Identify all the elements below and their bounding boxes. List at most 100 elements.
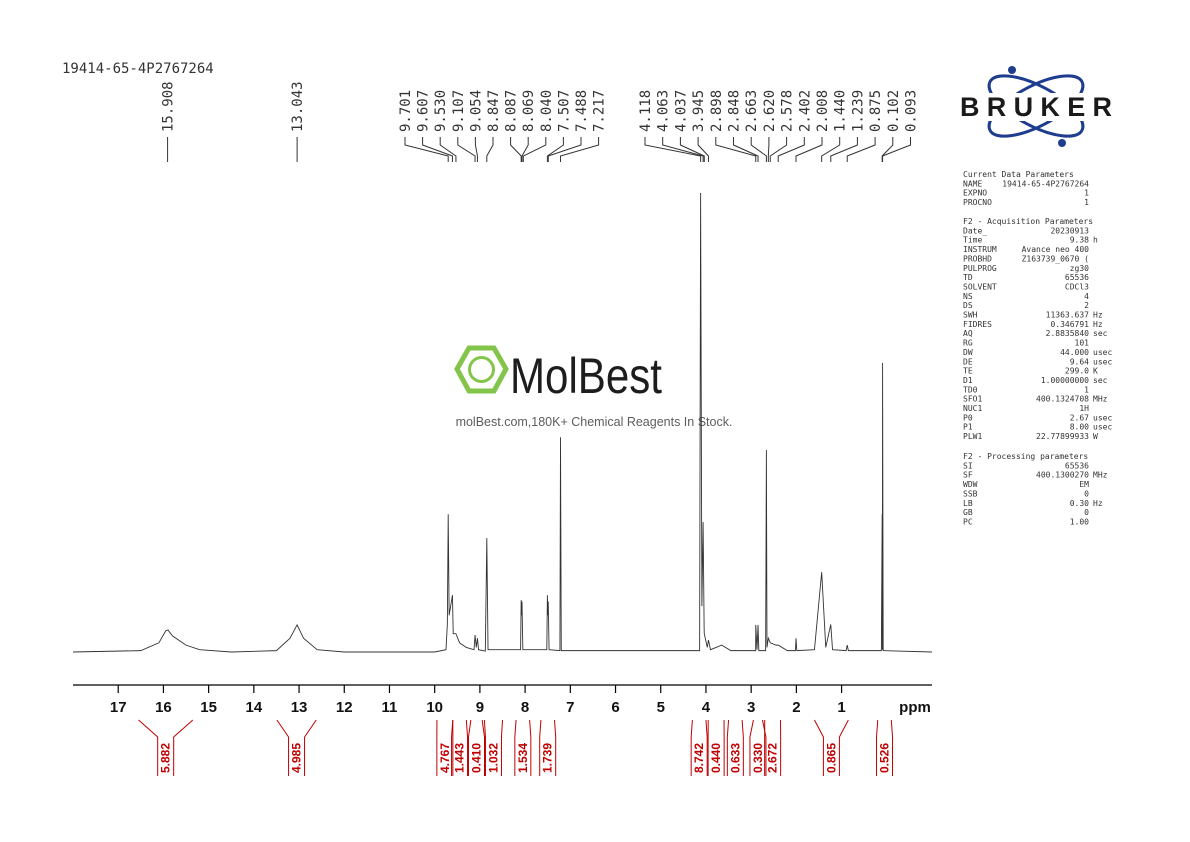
param-section-title: F2 - Acquisition Parameters	[963, 217, 1093, 226]
integral-bracket	[741, 719, 744, 776]
peak-label: 4.063	[656, 90, 672, 132]
integral-label: 5.882	[159, 743, 173, 773]
x-tick-label: 15	[200, 699, 217, 716]
integral-bracket	[276, 719, 290, 776]
peak-connector	[821, 137, 841, 162]
param-value: EM	[1079, 480, 1089, 489]
peak-label: 9.701	[398, 90, 414, 132]
param-value: 65536	[1065, 273, 1089, 282]
logo-dot	[1058, 139, 1066, 147]
spectrum-line	[72, 192, 933, 653]
peak-label: 0.875	[868, 90, 884, 132]
peak-label: 8.040	[539, 90, 555, 132]
param-section-title: Current Data Parameters	[963, 170, 1074, 179]
peak-label: 7.488	[574, 90, 590, 132]
integral-bracket	[705, 719, 708, 776]
logo-band	[958, 93, 1114, 121]
param-name: DS	[963, 301, 973, 310]
bruker-logo: BRUKER	[958, 66, 1114, 147]
watermark-brand: MolBest	[510, 348, 662, 404]
spectrum-chart: 17 16 15 14 13 12 11 10 9 8 7 6 5 4 3 2 1 ppm 15.908 13.043…	[72, 81, 933, 776]
param-value: 0	[1084, 489, 1089, 498]
peak-connector	[560, 137, 600, 162]
param-value: 1.00000000	[1041, 376, 1089, 385]
integral-bracket	[138, 719, 159, 776]
integral-bracket	[483, 719, 486, 776]
integral-label: 1.739	[541, 743, 555, 773]
param-name: SSB	[963, 489, 978, 498]
param-name: Date_	[963, 226, 987, 235]
integral-bracket	[890, 719, 894, 776]
param-name: PULPROG	[963, 264, 997, 273]
integral-bracket	[539, 719, 542, 776]
peak-label: 15.908	[161, 81, 177, 132]
x-tick-label: 16	[155, 699, 172, 716]
param-value: 11363.637	[1046, 311, 1090, 320]
param-name: D1	[963, 376, 973, 385]
param-value: 65536	[1065, 461, 1089, 470]
peak-connector	[404, 137, 449, 162]
peak-label: 2.848	[727, 90, 743, 132]
param-name: RG	[963, 339, 973, 348]
param-unit: W	[1093, 432, 1098, 441]
peak-label: 8.087	[504, 90, 520, 132]
peak-label: 4.037	[673, 90, 689, 132]
param-name: TD0	[963, 385, 978, 394]
param-value: 20230913	[1050, 226, 1089, 235]
peak-connector	[439, 137, 457, 162]
peak-label: 13.043	[290, 81, 306, 132]
peak-connector	[846, 137, 876, 162]
param-name: SOLVENT	[963, 282, 997, 291]
param-name: P1	[963, 423, 973, 432]
param-value: 101	[1075, 339, 1090, 348]
param-name: WDW	[963, 480, 978, 489]
peak-label: 9.530	[433, 90, 449, 132]
param-name: EXPNO	[963, 189, 987, 198]
peak-label: 2.578	[780, 90, 796, 132]
param-name: FIDRES	[963, 320, 992, 329]
integral-bracket	[514, 719, 517, 776]
param-unit: MHz	[1093, 471, 1108, 480]
integral-label: 8.742	[692, 743, 706, 773]
integral-bracket	[451, 719, 454, 776]
param-unit: usec	[1093, 413, 1112, 422]
param-name: SWH	[963, 311, 978, 320]
param-name: SI	[963, 461, 973, 470]
param-name: AQ	[963, 329, 973, 338]
param-section-title: F2 - Processing parameters	[963, 452, 1088, 461]
param-name: PROCNO	[963, 198, 992, 207]
integral-bracket	[726, 719, 730, 776]
peak-label: 0.093	[904, 90, 920, 132]
param-name: P0	[963, 413, 973, 422]
peak-connector	[777, 137, 805, 162]
x-tick-label: 2	[792, 699, 800, 716]
peak-connector	[474, 137, 478, 162]
integral-bracket	[761, 719, 767, 776]
x-tick-label: 11	[382, 699, 398, 716]
integral-bracket	[468, 719, 472, 776]
param-name: NAME	[963, 179, 982, 188]
param-value: Avance neo 400	[1022, 245, 1090, 254]
sample-id: 19414-65-4P2767264	[62, 61, 214, 77]
x-tick-label: 4	[702, 699, 711, 716]
param-name: PLW1	[963, 432, 982, 441]
param-name: DW	[963, 348, 973, 357]
param-value: 400.1324708	[1036, 395, 1089, 404]
x-tick-label: 6	[611, 699, 619, 716]
param-value: 1	[1084, 189, 1089, 198]
param-value: 2.8835840	[1046, 329, 1090, 338]
x-axis-label: ppm	[899, 699, 931, 716]
peak-connector	[679, 137, 705, 162]
peak-connector	[662, 137, 704, 162]
peak-connector	[715, 137, 757, 162]
peak-connector	[510, 137, 522, 162]
param-value: 9.64	[1070, 357, 1089, 366]
x-tick-label: 7	[566, 699, 574, 716]
peak-label: 4.118	[638, 90, 654, 132]
peak-label: 0.102	[886, 90, 902, 132]
x-tick-label: 17	[110, 699, 127, 716]
param-name: GB	[963, 508, 973, 517]
peak-label: 7.217	[592, 90, 608, 132]
